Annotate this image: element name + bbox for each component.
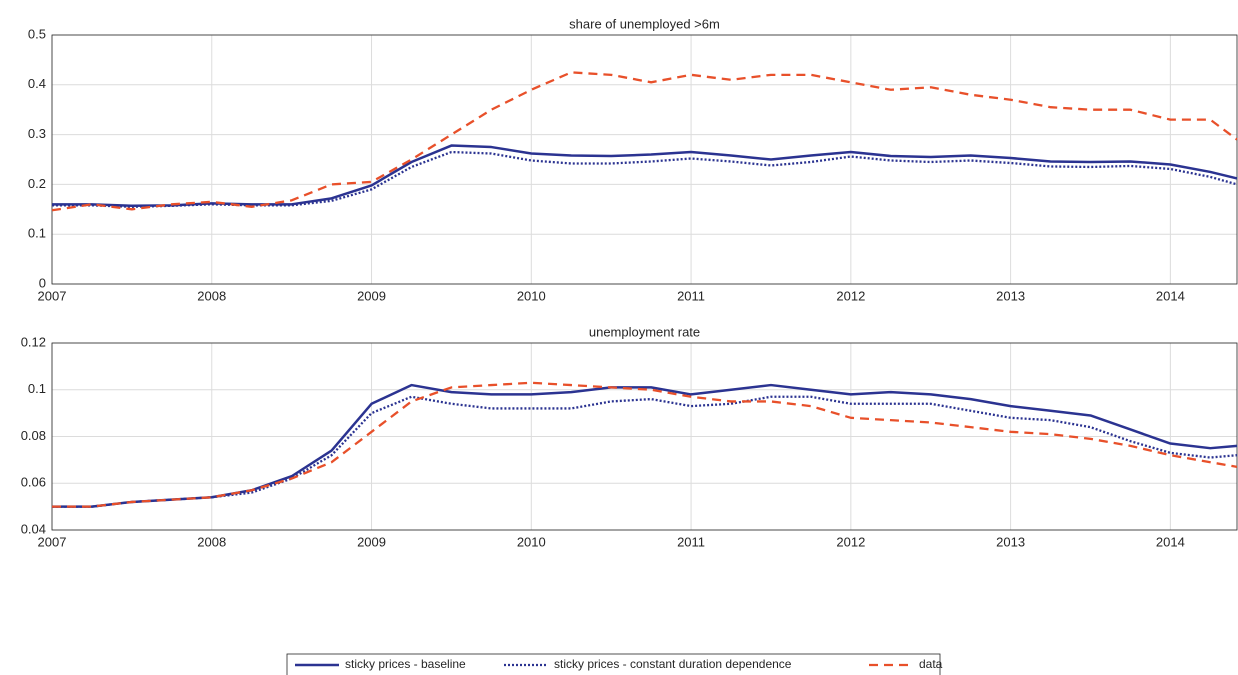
x-tick-label: 2012 (836, 534, 865, 549)
legend-label: sticky prices - constant duration depend… (554, 657, 792, 671)
axes-frame (51, 342, 1238, 531)
y-tick-label: 0.12 (21, 334, 46, 349)
series-line (51, 71, 1238, 212)
y-tick-label: 0.1 (28, 226, 46, 241)
y-tick-label: 0.04 (21, 521, 46, 536)
plot-area (52, 35, 1237, 284)
series-line (52, 395, 1238, 508)
y-tick-label: 0.1 (28, 381, 46, 396)
y-tick-label: 0 (39, 275, 46, 290)
y-tick-label: 0.5 (28, 26, 46, 41)
x-tick-label: 2009 (357, 288, 386, 303)
axes-frame (51, 34, 1238, 285)
x-tick-label: 2012 (836, 288, 865, 303)
x-tick-label: 2014 (1156, 534, 1185, 549)
x-tick-label: 2010 (517, 534, 546, 549)
chart-title: share of unemployed >6m (569, 16, 720, 31)
x-tick-label: 2008 (197, 534, 226, 549)
x-tick-label: 2008 (197, 288, 226, 303)
x-tick-label: 2007 (38, 288, 67, 303)
legend-label: data (919, 657, 943, 671)
x-tick-label: 2013 (996, 288, 1025, 303)
y-tick-label: 0.4 (28, 76, 46, 91)
x-tick-label: 2007 (38, 534, 67, 549)
legend-label: sticky prices - baseline (345, 657, 466, 671)
series-line (52, 144, 1238, 208)
chart-title: unemployment rate (589, 324, 700, 339)
y-tick-label: 0.08 (21, 428, 46, 443)
x-tick-label: 2011 (677, 534, 705, 549)
x-tick-label: 2009 (357, 534, 386, 549)
x-tick-label: 2010 (517, 288, 546, 303)
x-tick-label: 2014 (1156, 288, 1185, 303)
x-tick-label: 2013 (996, 534, 1025, 549)
y-tick-label: 0.2 (28, 176, 46, 191)
y-tick-label: 0.3 (28, 126, 46, 141)
series-line (52, 381, 1238, 508)
legend-box (286, 653, 941, 675)
y-tick-label: 0.06 (21, 475, 46, 490)
x-tick-label: 2011 (677, 288, 705, 303)
